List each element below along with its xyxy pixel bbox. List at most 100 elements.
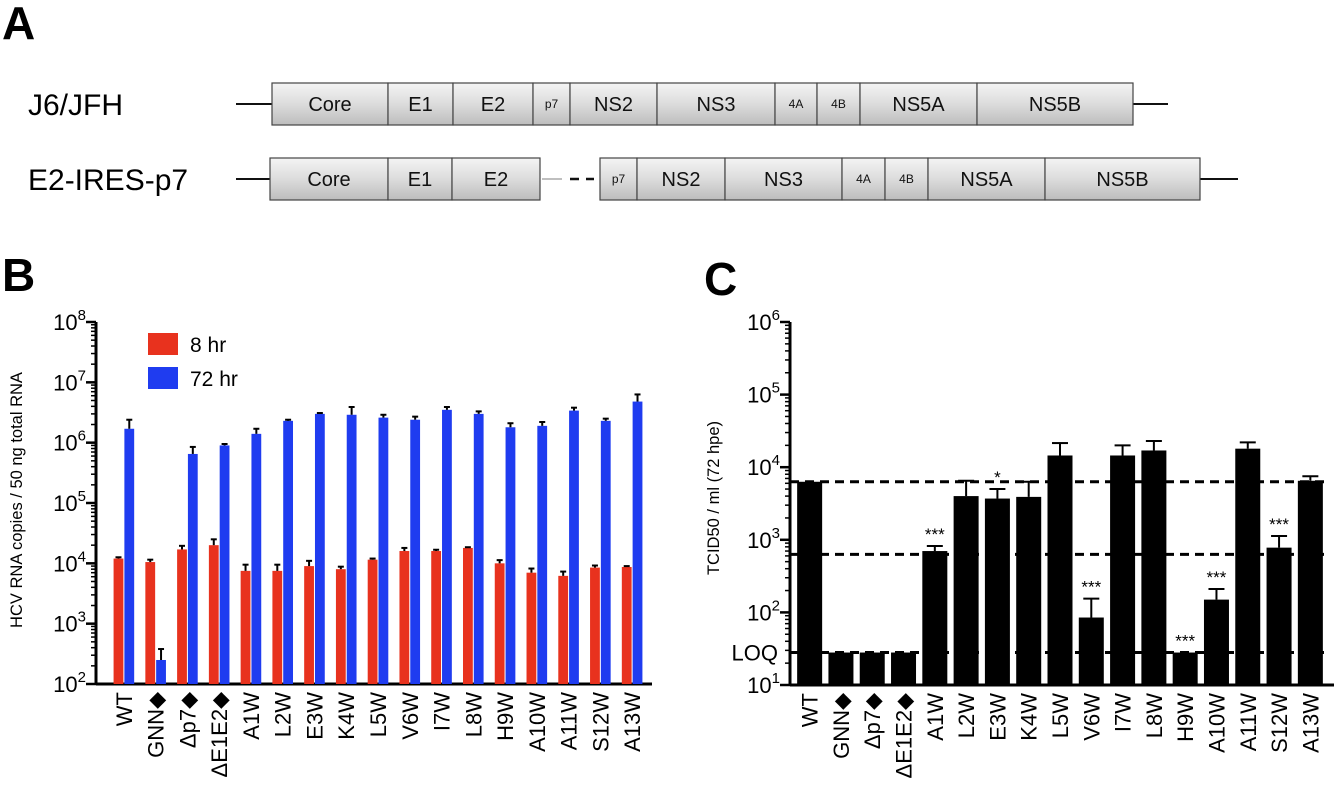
- bar-72-hr-a10w: [537, 425, 548, 684]
- bar-72-hr-i7w: [442, 409, 452, 684]
- segment-label: NS5A: [892, 94, 945, 116]
- segment-ns3: [724, 157, 843, 201]
- tick-base: 10: [53, 672, 77, 697]
- significance-marker: ***: [1269, 515, 1289, 534]
- legend-label-8-hr: 8 hr: [190, 334, 226, 357]
- x-tick-label: WT: [798, 693, 823, 727]
- x-tick-label: A10W: [525, 692, 550, 752]
- bar-72-hr-a11w: [569, 410, 579, 684]
- bar-72-hr-wt: [124, 428, 135, 684]
- tick-base: 10: [53, 551, 77, 576]
- bar-72-hr-e3w: [314, 413, 325, 684]
- x-tick-label: L5W: [366, 692, 391, 737]
- bar-8-hr-p7: [177, 549, 187, 684]
- tick-base: 10: [53, 310, 77, 335]
- segment-ns2: [636, 157, 726, 201]
- tick-exponent: 3: [78, 609, 86, 626]
- tick-exponent: 6: [772, 307, 780, 324]
- bar-8-hr-v6w: [399, 551, 410, 684]
- x-tick-label: L8W: [461, 692, 486, 737]
- bar-72-hr-l5w: [378, 417, 389, 684]
- bar-a1w: [922, 551, 948, 685]
- x-tick-label: Δp7◆: [860, 693, 885, 749]
- bar-8-hr-a11w: [558, 575, 569, 684]
- bar-8-hr-k4w: [335, 569, 346, 684]
- tick-base: 10: [747, 310, 771, 335]
- bar-k4w: [1016, 496, 1042, 685]
- x-tick-label: E3W: [302, 692, 327, 740]
- x-tick-label: H9W: [1173, 693, 1198, 742]
- bar-72-hr-k4w: [346, 414, 357, 684]
- bar-8-hr-a1w: [240, 570, 251, 684]
- x-tick-label: K4W: [334, 692, 359, 740]
- y-tick-label: 106: [53, 428, 86, 456]
- segment-4a: [774, 82, 818, 126]
- tick-exponent: 5: [772, 380, 780, 397]
- tick-base: 10: [747, 600, 771, 625]
- tick-exponent: 4: [772, 452, 780, 469]
- bar-a10w: [1203, 599, 1229, 685]
- construct-e2-ires-p7: E2-IRES-p7 Core E1 E2 p7 NS2 NS3 4A 4B NS5A NS5B: [28, 157, 1238, 201]
- bar-wt: [797, 481, 823, 685]
- y-tick-label: 102: [53, 669, 86, 697]
- segment-4a: [841, 157, 886, 201]
- x-tick-label: S12W: [588, 692, 613, 752]
- series-72-hr: [124, 393, 643, 684]
- bar-8-hr-a13w: [621, 566, 632, 684]
- segment-label: 4A: [789, 97, 804, 111]
- segment-label: NS3: [764, 169, 803, 191]
- legend-swatch-8-hr: [148, 333, 178, 355]
- tick-exponent: 4: [78, 548, 86, 565]
- x-tick-label: V6W: [398, 692, 423, 740]
- segment-ns5b: [976, 82, 1134, 126]
- bar-gnn: [828, 652, 854, 685]
- construct-name: J6/JFH: [28, 89, 123, 122]
- legend-label-72-hr: 72 hr: [190, 368, 238, 391]
- panel-label-a: A: [2, 0, 36, 49]
- x-tick-label: A13W: [620, 692, 645, 752]
- segment-label: E2: [481, 94, 505, 116]
- y-axis-title: TCID50 / ml (72 hpe): [705, 421, 723, 575]
- y-tick-label: 108: [53, 307, 86, 335]
- segment-label: NS3: [697, 94, 736, 116]
- bar-h9w: [1172, 652, 1198, 685]
- y-tick-label: 107: [53, 367, 86, 395]
- tick-base: 10: [53, 491, 77, 516]
- segment-label: NS2: [662, 169, 701, 191]
- segment-e2: [451, 157, 541, 201]
- bar-8-hr-e3w: [304, 566, 314, 684]
- bar-8-hr-wt: [113, 558, 124, 684]
- segment-label: E2: [484, 169, 508, 191]
- segment-4b: [884, 157, 929, 201]
- bar-72-hr-gnn: [156, 659, 166, 684]
- segment-p7: [532, 82, 571, 126]
- tick-exponent: 1: [772, 670, 780, 687]
- x-tick-label: E3W: [985, 693, 1010, 741]
- segment-p7: [599, 157, 638, 201]
- bar-s12w: [1266, 547, 1292, 685]
- y-tick-label: 104: [53, 548, 86, 576]
- tick-exponent: 7: [78, 367, 86, 384]
- segment-label: 4A: [856, 172, 871, 186]
- segment-e1: [387, 82, 454, 126]
- bar-8-hr-l5w: [367, 559, 378, 684]
- tick-base: 10: [53, 370, 77, 395]
- tick-exponent: 3: [772, 525, 780, 542]
- x-tick-label: L2W: [271, 692, 296, 737]
- x-tick-label: S12W: [1267, 693, 1292, 753]
- y-axis-title: HCV RNA copies / 50 ng total RNA: [8, 372, 26, 628]
- y-tick-label: 105: [53, 488, 86, 516]
- x-tick-label: GNN◆: [144, 692, 169, 758]
- x-tick-label: H9W: [493, 692, 518, 741]
- x-tick-label: I7W: [430, 692, 455, 731]
- x-tick-label: A1W: [239, 692, 264, 740]
- segment-core: [269, 157, 389, 201]
- tick-exponent: 5: [78, 488, 86, 505]
- x-tick-label: Δp7◆: [175, 692, 200, 748]
- segment-e1: [387, 157, 453, 201]
- y-tick-label: 103: [747, 525, 780, 553]
- segment-label: p7: [612, 172, 626, 186]
- series-8-hr: [113, 538, 632, 684]
- segment-ns3: [656, 82, 776, 126]
